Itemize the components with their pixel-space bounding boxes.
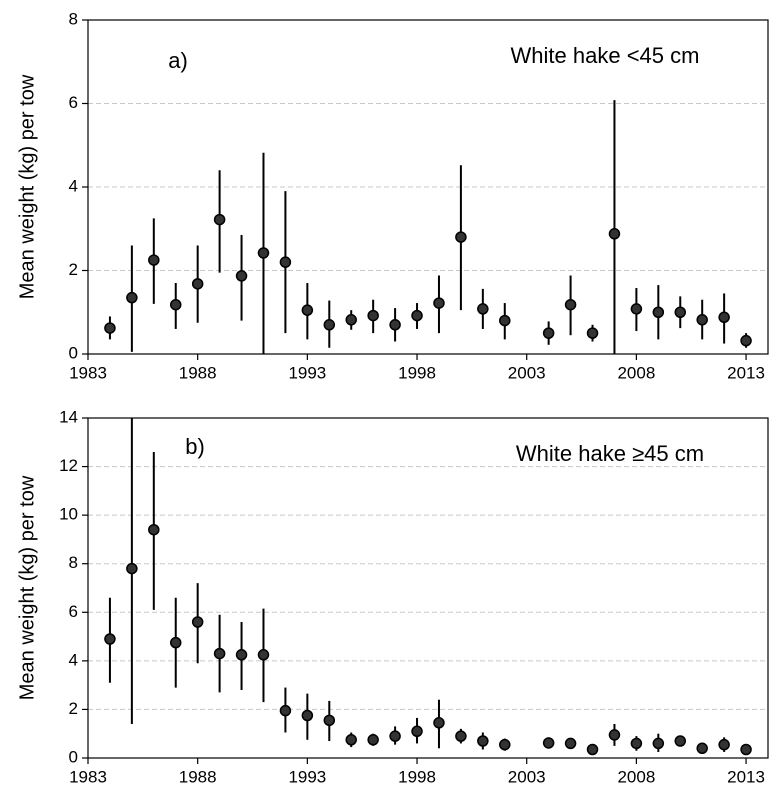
point <box>608 729 621 741</box>
panel-title: White hake ≥45 cm <box>516 441 704 466</box>
point <box>213 213 226 226</box>
x-tick-label: 1993 <box>288 363 326 382</box>
y-tick-label: 2 <box>69 699 78 718</box>
point <box>586 743 599 756</box>
panel-label: b) <box>185 434 205 459</box>
y-tick-label: 4 <box>69 650 78 669</box>
point <box>104 322 116 334</box>
point <box>345 734 357 746</box>
y-axis-label: Mean weight (kg) per tow <box>16 475 38 700</box>
x-tick-label: 1988 <box>179 767 217 786</box>
point <box>477 303 489 315</box>
point <box>586 327 599 339</box>
point <box>169 298 182 311</box>
point <box>652 306 665 318</box>
y-tick-label: 8 <box>69 9 78 28</box>
point <box>257 649 270 661</box>
point <box>740 334 752 347</box>
x-tick-label: 1983 <box>69 767 107 786</box>
point <box>542 737 555 749</box>
point <box>499 314 511 327</box>
point <box>279 704 292 717</box>
point <box>455 231 467 243</box>
x-tick-label: 2003 <box>508 363 546 382</box>
x-tick-label: 2013 <box>727 767 765 786</box>
point <box>718 738 730 751</box>
point <box>696 742 708 755</box>
point <box>323 714 336 727</box>
point <box>191 616 204 628</box>
plot-frame <box>87 19 769 355</box>
point <box>301 304 314 316</box>
point <box>345 314 357 326</box>
y-tick-label: 12 <box>59 456 78 475</box>
y-tick-label: 0 <box>69 343 78 362</box>
point <box>323 319 336 331</box>
x-tick-label: 2008 <box>617 363 655 382</box>
panel-title: White hake <45 cm <box>511 43 700 68</box>
point <box>674 735 687 747</box>
y-tick-label: 14 <box>59 407 78 426</box>
point <box>564 298 577 311</box>
point <box>433 717 445 729</box>
point <box>104 633 116 645</box>
x-tick-label: 2008 <box>617 767 655 786</box>
plot-frame <box>87 417 769 759</box>
point <box>542 327 555 339</box>
point <box>169 636 182 649</box>
point <box>477 735 489 747</box>
x-tick-label: 1993 <box>288 767 326 786</box>
y-tick-label: 6 <box>69 93 78 112</box>
point <box>301 709 314 722</box>
y-tick-label: 8 <box>69 553 78 572</box>
y-tick-label: 4 <box>69 176 78 195</box>
point <box>411 309 423 322</box>
point <box>718 311 730 324</box>
point <box>367 734 379 746</box>
x-tick-label: 2003 <box>508 767 546 786</box>
point <box>235 649 248 661</box>
y-tick-label: 6 <box>69 602 78 621</box>
point <box>257 247 270 259</box>
point <box>674 306 687 318</box>
point <box>564 737 577 750</box>
x-tick-label: 2013 <box>727 363 765 382</box>
point <box>411 725 423 738</box>
y-tick-label: 2 <box>69 260 78 279</box>
point <box>630 303 643 315</box>
point <box>148 254 160 266</box>
point <box>499 738 511 751</box>
point <box>455 730 467 742</box>
point <box>389 730 401 742</box>
point <box>652 737 665 750</box>
point <box>433 297 445 309</box>
point <box>279 256 292 268</box>
point <box>696 314 708 326</box>
panel-label: a) <box>168 48 188 73</box>
point <box>389 319 401 331</box>
x-tick-label: 1998 <box>398 363 436 382</box>
y-axis-label: Mean weight (kg) per tow <box>16 74 38 299</box>
point <box>126 291 138 304</box>
point <box>367 309 379 322</box>
point <box>740 743 752 756</box>
point <box>213 647 226 660</box>
point <box>630 737 643 750</box>
x-tick-label: 1983 <box>69 363 107 382</box>
x-tick-label: 1988 <box>179 363 217 382</box>
point <box>191 278 204 290</box>
point <box>235 270 248 282</box>
y-tick-label: 0 <box>69 747 78 766</box>
point <box>126 562 138 575</box>
x-tick-label: 1998 <box>398 767 436 786</box>
point <box>608 228 621 240</box>
point <box>148 523 160 536</box>
y-tick-label: 10 <box>59 505 78 524</box>
